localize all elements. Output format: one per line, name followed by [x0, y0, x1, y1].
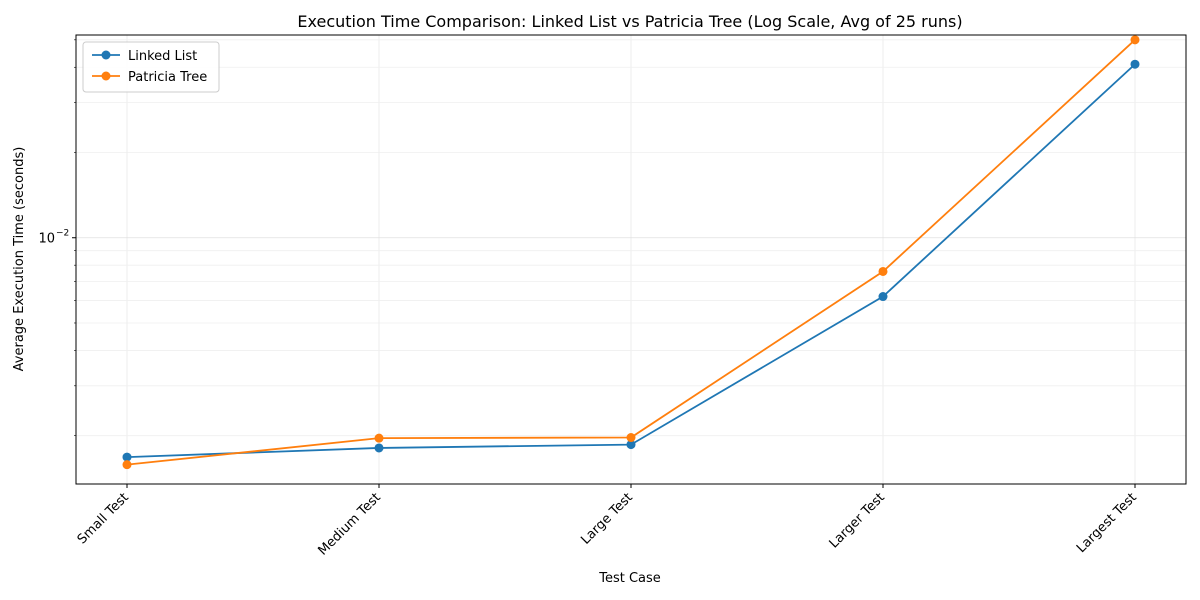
x-axis: Small Test Medium Test Large Test Larger Te…	[75, 484, 1140, 559]
data-point-patricia-tree	[878, 266, 888, 276]
data-point-linked-list	[1130, 59, 1140, 69]
y-tick-label-base: 10	[38, 232, 55, 247]
x-tick-label: Larger Test	[827, 490, 888, 551]
x-axis-label: Test Case	[598, 571, 661, 586]
data-point-linked-list	[122, 452, 132, 462]
series-layer	[122, 35, 1140, 470]
data-point-patricia-tree	[626, 433, 636, 443]
chart-title: Execution Time Comparison: Linked List v…	[297, 12, 962, 31]
y-tick-label-exponent: −2	[56, 229, 69, 239]
y-axis-label: Average Execution Time (seconds)	[12, 147, 27, 372]
legend: Linked List Patricia Tree	[82, 41, 220, 93]
legend-marker-linked-list	[101, 50, 111, 60]
x-tick-label: Large Test	[578, 490, 635, 547]
data-point-linked-list	[878, 292, 888, 302]
data-point-linked-list	[374, 443, 384, 453]
data-point-patricia-tree	[374, 433, 384, 443]
legend-label-linked-list: Linked List	[128, 49, 197, 64]
x-tick-label: Largest Test	[1074, 490, 1140, 556]
data-point-patricia-tree	[1130, 35, 1140, 45]
legend-marker-patricia-tree	[101, 71, 111, 81]
data-point-patricia-tree	[122, 460, 132, 470]
y-axis: 10 −2	[38, 39, 76, 436]
grid	[76, 35, 1186, 484]
x-tick-label: Medium Test	[315, 490, 383, 558]
data-point-linked-list	[626, 440, 636, 450]
x-tick-label: Small Test	[75, 490, 132, 547]
legend-label-patricia-tree: Patricia Tree	[128, 70, 207, 85]
